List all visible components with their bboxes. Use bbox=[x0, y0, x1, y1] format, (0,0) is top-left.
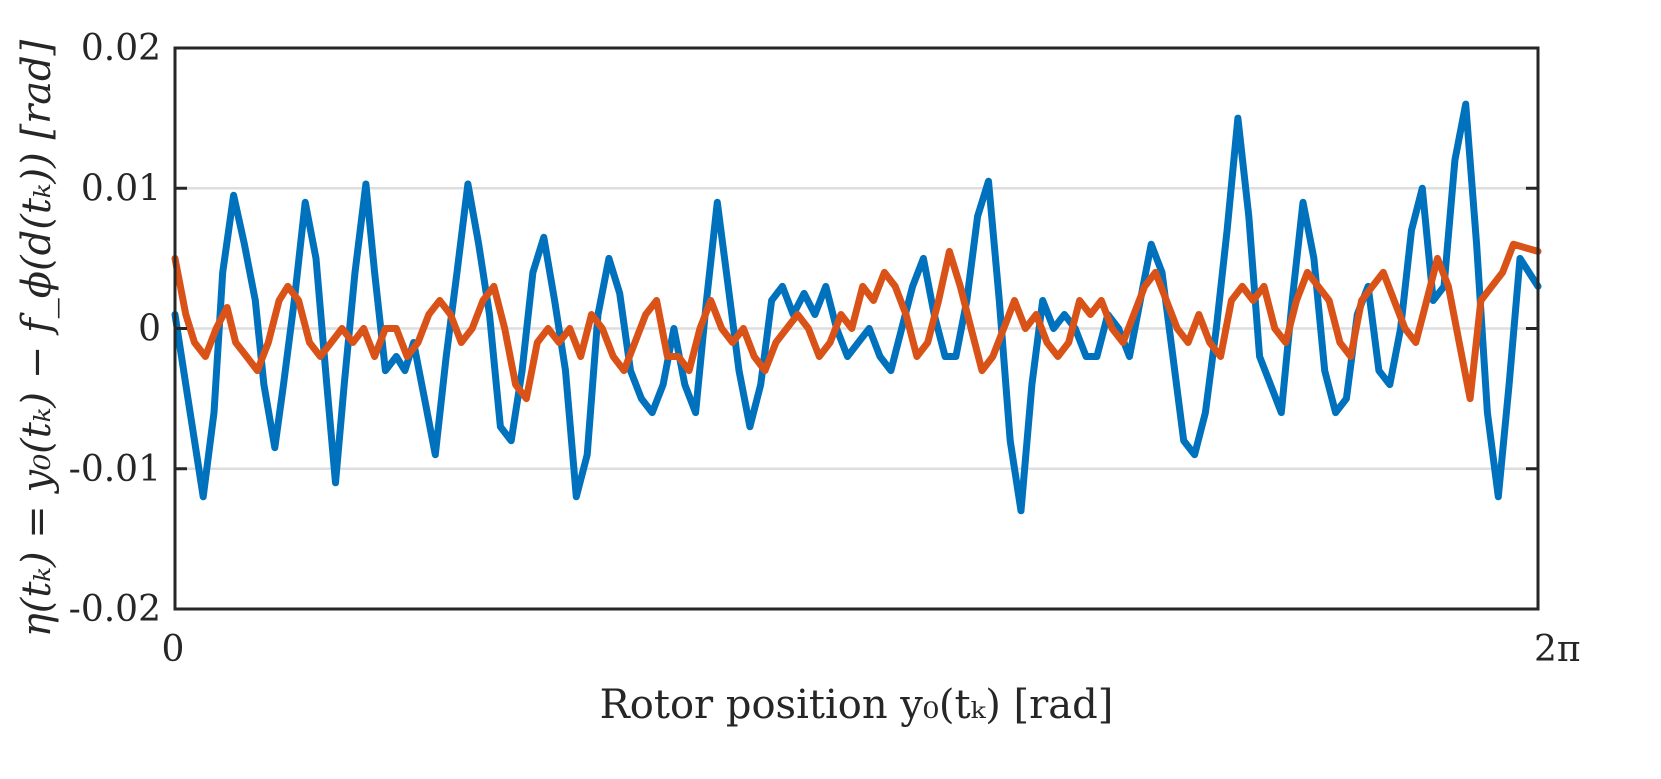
x-tick-label: 2π bbox=[1534, 629, 1581, 670]
series-line-1 bbox=[171, 100, 1542, 515]
y-tick-label: 0.02 bbox=[81, 28, 161, 69]
x-axis-ticks: 0 2π bbox=[162, 629, 1581, 670]
grid-lines bbox=[175, 187, 1538, 470]
x-axis-title: Rotor position y₀(tₖ) [rad] bbox=[600, 682, 1114, 728]
y-tick-label: -0.01 bbox=[69, 449, 161, 490]
x-tick-label: 0 bbox=[162, 629, 185, 670]
y-axis-ticks: -0.02 -0.01 0 0.01 0.02 bbox=[69, 28, 1538, 630]
y-tick-label: 0.01 bbox=[81, 168, 161, 209]
y-tick-label: 0 bbox=[138, 309, 161, 350]
series-line-2 bbox=[171, 240, 1542, 403]
series-lines bbox=[171, 100, 1542, 515]
y-tick-label: -0.02 bbox=[69, 589, 161, 630]
y-axis-title: η(tₖ) = y₀(tₖ) − f_ϕ(d(tₖ)) [rad] bbox=[14, 39, 60, 637]
